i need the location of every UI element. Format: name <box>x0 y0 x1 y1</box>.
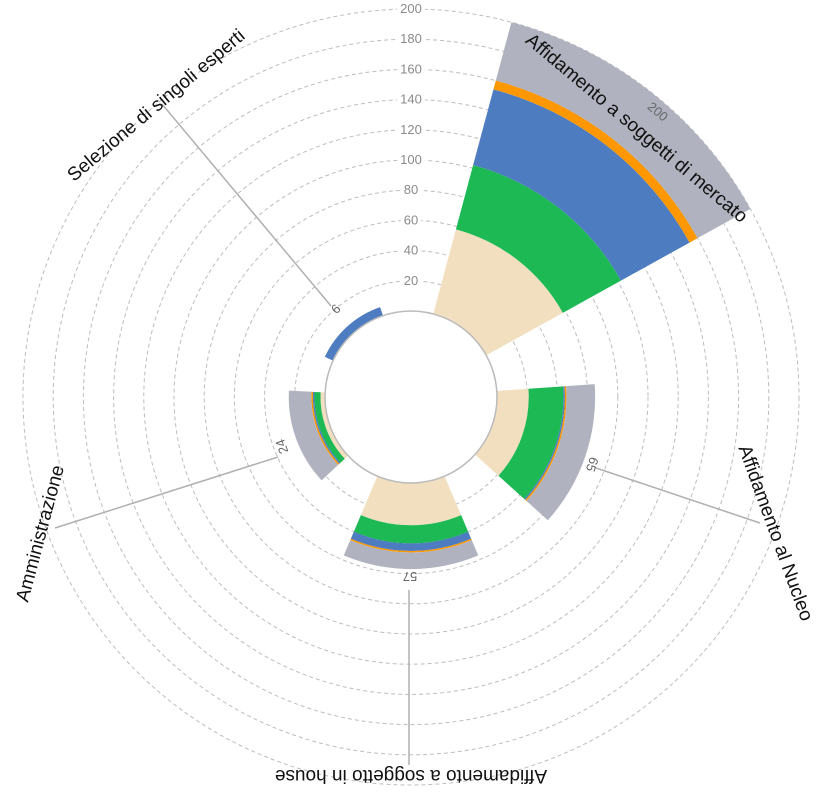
tick-label: 20 <box>404 273 418 288</box>
total-label: 65 <box>583 455 602 474</box>
bar-segment <box>495 22 751 239</box>
bar-segment <box>320 392 349 459</box>
bar-segment <box>498 386 564 500</box>
bar-segment <box>455 165 621 313</box>
tick-label-bg <box>400 272 422 288</box>
bar-segment <box>433 229 563 356</box>
grid-layer: 20 40 60 80 100 120 140 160 180 200 <box>22 1 800 786</box>
category-label: Amministrazione <box>12 463 69 604</box>
tick-label-bg <box>400 182 422 198</box>
tick-label: 140 <box>400 92 422 107</box>
bar-segment <box>525 386 567 502</box>
leader-layer <box>54 103 761 765</box>
grid-ring <box>52 38 770 756</box>
total-label: 6 <box>328 301 344 317</box>
category-label: Affidamento a soggetto in house <box>275 765 547 786</box>
bar-segment <box>288 390 339 481</box>
tick-label: 100 <box>400 152 422 167</box>
tick-label-bg <box>400 242 422 258</box>
category-label: Affidamento al Nucleo <box>734 442 817 624</box>
category-label: Selezione di singoli esperti <box>64 25 250 186</box>
tick-label: 200 <box>400 1 422 16</box>
bar-segment <box>474 388 529 476</box>
bar-segment <box>350 538 472 553</box>
leader-line <box>595 467 761 524</box>
tick-label-bg <box>397 61 425 77</box>
tick-label-bg <box>397 121 425 137</box>
tick-label: 120 <box>400 122 422 137</box>
total-label: 24 <box>272 437 291 456</box>
grid-ring <box>143 129 679 665</box>
bar-segment <box>343 540 479 570</box>
tick-label: 180 <box>400 31 422 46</box>
tick-label-bg <box>397 91 425 107</box>
bar-segment <box>526 384 596 521</box>
center-circle <box>324 310 498 484</box>
total-label: 57 <box>403 569 417 584</box>
bar-segment <box>324 307 384 361</box>
bar-segment <box>314 391 345 463</box>
bar-segment <box>473 89 690 281</box>
tick-label-bg <box>397 31 425 47</box>
bar-segment <box>353 515 469 544</box>
tick-label: 60 <box>404 212 418 227</box>
bar-segment <box>311 391 340 465</box>
leader-line <box>54 456 279 529</box>
tick-label-bg <box>397 1 425 16</box>
bar-segment <box>360 476 462 526</box>
bar-segment <box>524 386 565 501</box>
tick-label: 80 <box>404 182 418 197</box>
tick-label: 40 <box>404 243 418 258</box>
bars-layer <box>288 22 751 570</box>
tick-label-bg <box>397 152 425 167</box>
tick-label-bg <box>400 212 422 228</box>
tick-label: 160 <box>400 61 422 76</box>
bar-segment <box>350 531 472 551</box>
bar-segment <box>312 391 341 464</box>
leader-line <box>161 103 332 307</box>
